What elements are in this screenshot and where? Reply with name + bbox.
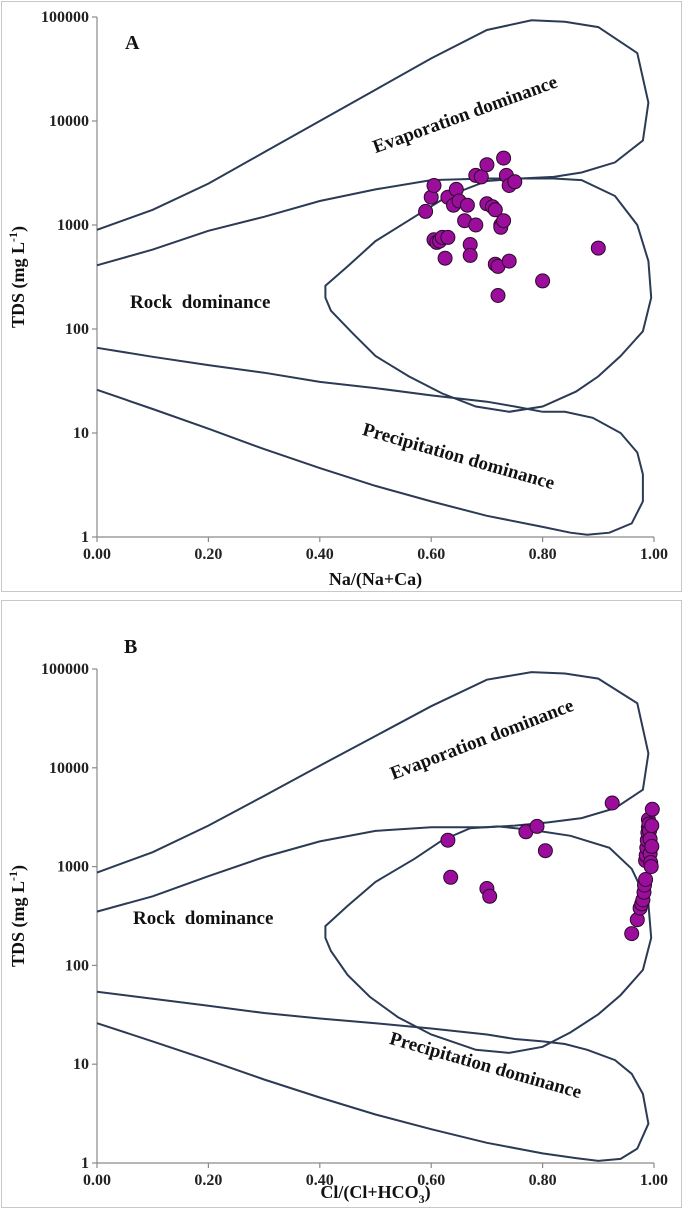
b-x-tick-label: 0.60 (417, 1172, 445, 1189)
chart-panel-b: 1 10 100 1000 10000 100000 0.00 0.20 0.40 0.60 0.8… (1, 600, 682, 1208)
a-data-point (496, 150, 512, 166)
b-x-tick-label: 0.00 (83, 1172, 111, 1189)
a-x-tick-label: 0.00 (83, 546, 111, 563)
a-y-tick-label: 1 (81, 529, 89, 546)
a-data-point (479, 157, 495, 173)
a-y-tick-label: 10 (73, 425, 89, 442)
a-y-tick-label: 10000 (49, 113, 89, 130)
a-data-point (590, 240, 606, 256)
b-data-point (644, 838, 660, 854)
a-evaporation-boundary (96, 19, 650, 267)
a-data-point (473, 169, 489, 185)
b-data-point (644, 801, 660, 817)
b-data-point (604, 795, 620, 811)
chart-a-svg: 1 10 100 1000 10000 100000 0.00 0.20 0.40 0.60 0.8… (6, 9, 668, 590)
chart-panel-a: 1 10 100 1000 10000 100000 0.00 0.20 0.40 0.60 0.8… (1, 1, 682, 592)
a-panel-label: A (125, 32, 140, 54)
a-data-point (496, 213, 512, 229)
a-data-point (487, 202, 503, 218)
b-y-tick-label: 1000 (57, 859, 89, 876)
a-region-label-evaporation: Evaporation dominance (370, 72, 560, 158)
b-x-axis-title: Cl/(Cl+HCO3) (320, 1182, 430, 1206)
a-data-point (507, 174, 523, 190)
b-precipitation-upper-boundary (96, 990, 543, 1043)
b-y-tick-label: 1 (81, 1155, 89, 1172)
a-data-point (490, 288, 506, 303)
b-x-tick-label: 0.40 (306, 1172, 334, 1189)
b-x-tick-label: 0.80 (529, 1172, 557, 1189)
a-x-tick-label: 0.80 (529, 546, 557, 563)
b-region-label-evaporation: Evaporation dominance (387, 695, 576, 784)
b-y-tick-label: 10000 (49, 760, 89, 777)
b-data-point (624, 926, 640, 942)
b-y-axis-title: TDS (mg L-1) (6, 865, 29, 967)
a-rock-boundary (324, 177, 653, 413)
a-data-point (437, 250, 453, 266)
a-y-tick-label: 100000 (41, 9, 89, 26)
a-precipitation-lower-boundary (96, 388, 644, 536)
b-data-point (644, 818, 660, 834)
b-data-point (443, 869, 459, 885)
b-region-label-precipitation: Precipitation dominance (387, 1028, 584, 1103)
a-y-axis-title: TDS (mg L-1) (6, 226, 29, 328)
a-data-point (468, 217, 484, 233)
b-data-point (643, 859, 659, 875)
a-region-label-precipitation: Precipitation dominance (360, 419, 557, 494)
b-data-point (638, 872, 654, 887)
b-x-tick-label: 1.00 (640, 1172, 668, 1189)
b-y-tick-label: 100 (65, 957, 89, 974)
b-rock-boundary (324, 825, 653, 1054)
b-y-tick-label: 10 (73, 1056, 89, 1073)
a-data-point (459, 197, 475, 213)
a-data-point (426, 178, 442, 193)
b-data-point (482, 888, 498, 904)
a-region-label-rock: Rock dominance (130, 292, 270, 313)
a-y-tick-label: 1000 (57, 217, 89, 234)
b-panel-label: B (124, 636, 137, 658)
a-data-point (418, 203, 434, 219)
a-data-point (535, 273, 551, 289)
b-y-tick-label: 100000 (41, 661, 89, 678)
a-y-tick-label: 100 (65, 321, 89, 338)
chart-b-svg: 1 10 100 1000 10000 100000 0.00 0.20 0.40 0.60 0.8… (6, 636, 668, 1206)
b-x-tick-label: 0.20 (194, 1172, 222, 1189)
b-precipitation-lower-boundary (96, 1022, 650, 1162)
a-x-axis-title: Na/(Na+Ca) (329, 569, 422, 590)
a-precipitation-upper-boundary (96, 346, 543, 413)
a-data-point (440, 229, 456, 245)
b-region-label-rock: Rock dominance (133, 908, 273, 929)
a-x-tick-label: 0.20 (194, 546, 222, 563)
b-data-point (537, 843, 553, 859)
b-data-point (440, 832, 456, 848)
a-data-point (462, 247, 478, 263)
a-x-tick-label: 1.00 (640, 546, 668, 563)
a-x-tick-label: 0.60 (417, 546, 445, 563)
a-x-tick-label: 0.40 (306, 546, 334, 563)
b-data-point (529, 818, 545, 834)
a-data-point (501, 253, 517, 269)
b-evaporation-boundary (96, 671, 650, 913)
